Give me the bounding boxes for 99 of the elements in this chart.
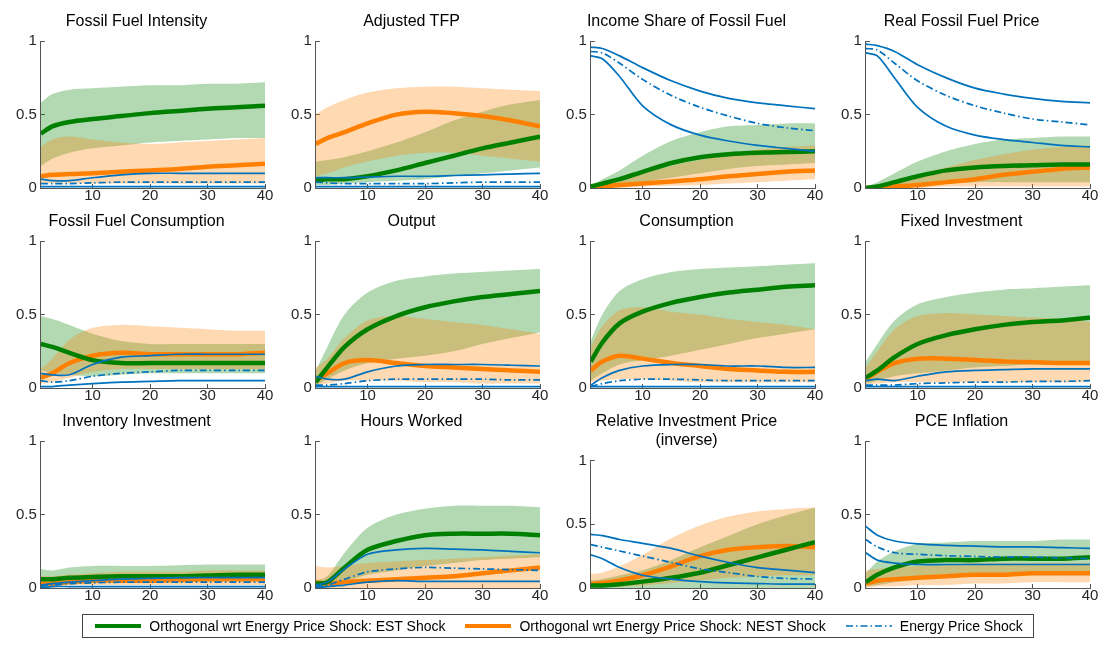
chart-title: PCE Inflation: [914, 412, 1009, 430]
chart-title: Relative Investment Price (inverse): [595, 412, 778, 449]
y-tick-label: 0: [303, 578, 312, 596]
x-tick-label: 20: [691, 586, 709, 604]
x-tick-label: 10: [634, 586, 651, 604]
x-tick-label: 40: [806, 186, 824, 204]
y-tick-label: 1: [578, 31, 587, 49]
x-tick-label: 40: [806, 586, 824, 604]
x-tick-label: 10: [84, 586, 101, 604]
x-tick-label: 40: [1081, 386, 1099, 404]
x-tick-label: 40: [256, 586, 274, 604]
y-tick-label: 1: [303, 431, 312, 449]
x-tick-label: 40: [1081, 586, 1099, 604]
x-tick-label: 20: [141, 386, 159, 404]
y-tick-label: 0.5: [840, 504, 862, 522]
y-tick-label: 1: [28, 231, 37, 249]
y-tick-label: 0.5: [290, 504, 312, 522]
x-tick-label: 10: [84, 386, 101, 404]
chart-title: Fixed Investment: [900, 212, 1023, 230]
y-tick-label: 0: [578, 178, 587, 196]
y-tick-label: 0.5: [15, 504, 37, 522]
x-tick-label: 40: [531, 586, 549, 604]
x-tick-label: 30: [199, 586, 216, 604]
x-tick-label: 20: [416, 386, 434, 404]
x-tick-label: 10: [84, 186, 101, 204]
y-tick-label: 0: [28, 178, 37, 196]
x-tick-label: 10: [634, 386, 651, 404]
chart-title: Real Fossil Fuel Price: [883, 12, 1040, 30]
y-tick-label: 0: [28, 378, 37, 396]
x-tick-label: 40: [1081, 186, 1099, 204]
x-tick-label: 20: [141, 186, 159, 204]
y-tick-label: 1: [853, 231, 862, 249]
y-tick-label: 0.5: [290, 104, 312, 122]
x-tick-label: 10: [909, 186, 926, 204]
x-tick-label: 20: [966, 586, 984, 604]
y-tick-label: 0: [853, 378, 862, 396]
x-tick-label: 20: [141, 586, 159, 604]
x-tick-label: 20: [691, 386, 709, 404]
chart-title: Inventory Investment: [62, 412, 212, 430]
x-tick-label: 30: [749, 386, 766, 404]
y-tick-label: 1: [853, 31, 862, 49]
x-tick-label: 40: [531, 386, 549, 404]
y-tick-label: 0: [578, 378, 587, 396]
x-tick-label: 10: [634, 186, 651, 204]
x-tick-label: 40: [806, 386, 824, 404]
y-tick-label: 1: [28, 431, 37, 449]
x-tick-label: 40: [531, 186, 549, 204]
x-tick-label: 20: [691, 186, 709, 204]
x-tick-label: 40: [256, 186, 274, 204]
x-tick-label: 30: [199, 386, 216, 404]
y-tick-label: 0: [578, 578, 587, 596]
x-tick-label: 30: [749, 186, 766, 204]
x-tick-label: 30: [1024, 586, 1041, 604]
x-tick-label: 30: [199, 186, 216, 204]
x-tick-label: 40: [256, 386, 274, 404]
x-tick-label: 10: [909, 386, 926, 404]
legend-label: Energy Price Shock: [899, 618, 1023, 634]
x-tick-label: 20: [416, 586, 434, 604]
y-tick-label: 0.5: [840, 304, 862, 322]
x-tick-label: 30: [474, 186, 491, 204]
y-tick-label: 1: [853, 431, 862, 449]
x-tick-label: 10: [359, 386, 376, 404]
x-tick-label: 30: [474, 586, 491, 604]
chart-title: Output: [387, 212, 437, 230]
x-tick-label: 20: [966, 186, 984, 204]
y-tick-label: 0.5: [840, 104, 862, 122]
x-tick-label: 20: [966, 386, 984, 404]
chart-title: Adjusted TFP: [363, 12, 460, 30]
x-tick-label: 30: [1024, 186, 1041, 204]
y-tick-label: 0.5: [565, 514, 587, 532]
y-tick-label: 0: [28, 578, 37, 596]
x-tick-label: 10: [359, 186, 376, 204]
y-tick-label: 0: [303, 378, 312, 396]
legend-label: Orthogonal wrt Energy Price Shock: NEST Shock: [519, 618, 826, 634]
y-tick-label: 0: [853, 578, 862, 596]
x-tick-label: 10: [359, 586, 376, 604]
y-tick-label: 1: [303, 31, 312, 49]
y-tick-label: 0.5: [290, 304, 312, 322]
y-tick-label: 0.5: [565, 104, 587, 122]
legend-label: Orthogonal wrt Energy Price Shock: EST Shock: [149, 618, 446, 634]
y-tick-label: 1: [28, 31, 37, 49]
chart-title: Fossil Fuel Intensity: [65, 12, 208, 30]
chart-title: Hours Worked: [360, 412, 463, 430]
x-tick-label: 10: [909, 586, 926, 604]
x-tick-label: 20: [416, 186, 434, 204]
x-tick-label: 30: [474, 386, 491, 404]
y-tick-label: 1: [578, 231, 587, 249]
y-tick-label: 0.5: [15, 104, 37, 122]
y-tick-label: 0.5: [565, 304, 587, 322]
y-tick-label: 0: [853, 178, 862, 196]
x-tick-label: 30: [1024, 386, 1041, 404]
chart-title: Income Share of Fossil Fuel: [586, 12, 787, 30]
y-tick-label: 0.5: [15, 304, 37, 322]
y-tick-label: 1: [303, 231, 312, 249]
chart-title: Consumption: [639, 212, 734, 230]
y-tick-label: 1: [578, 450, 587, 468]
x-tick-label: 30: [749, 586, 766, 604]
chart-title: Fossil Fuel Consumption: [48, 212, 225, 230]
y-tick-label: 0: [303, 178, 312, 196]
